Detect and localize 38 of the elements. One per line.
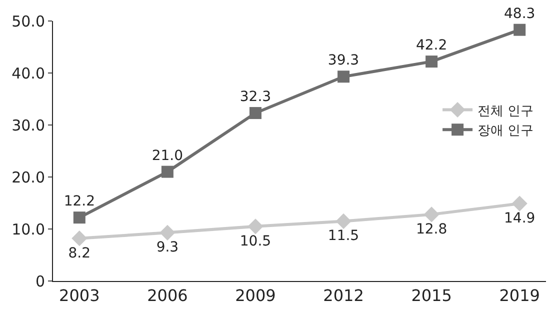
x-tick-label: 2003 [59, 286, 100, 306]
point [161, 166, 174, 178]
data-label: 14.9 [504, 210, 536, 227]
x-tick-label: 2006 [147, 286, 188, 306]
point [73, 212, 86, 224]
point [338, 70, 350, 83]
data-label: 48.3 [504, 6, 536, 22]
point [248, 218, 264, 234]
data-label: 9.3 [156, 240, 179, 256]
point [336, 213, 352, 229]
data-label: 8.2 [68, 245, 91, 262]
point [160, 224, 176, 240]
y-tick-label: 0 [35, 272, 45, 290]
x-tick-label: 2019 [499, 286, 540, 306]
data-label: 21.0 [152, 148, 184, 164]
y-tick-label: 40.0 [12, 64, 45, 82]
point [512, 196, 528, 212]
data-label: 10.5 [240, 233, 272, 250]
point [514, 24, 526, 36]
data-label: 39.3 [328, 52, 360, 69]
data-label: 42.2 [416, 38, 448, 54]
point [72, 230, 88, 246]
point [249, 107, 262, 120]
legend-label: 전체 인구 [478, 104, 534, 119]
data-label: 12.2 [64, 194, 95, 210]
y-tick-label: 30.0 [12, 116, 45, 134]
point [426, 56, 438, 68]
y-tick-label: 50.0 [12, 12, 45, 30]
data-label: 32.3 [240, 89, 272, 106]
x-tick-label: 2012 [323, 286, 364, 306]
legend-label: 장애 인구 [478, 124, 534, 139]
x-tick-label: 2015 [411, 286, 452, 306]
point [424, 206, 440, 222]
y-tick-label: 20.0 [12, 168, 45, 186]
data-label: 11.5 [328, 228, 360, 244]
data-label: 12.8 [416, 221, 448, 238]
x-tick-label: 2009 [235, 286, 276, 306]
y-tick-label: 10.0 [12, 220, 45, 238]
